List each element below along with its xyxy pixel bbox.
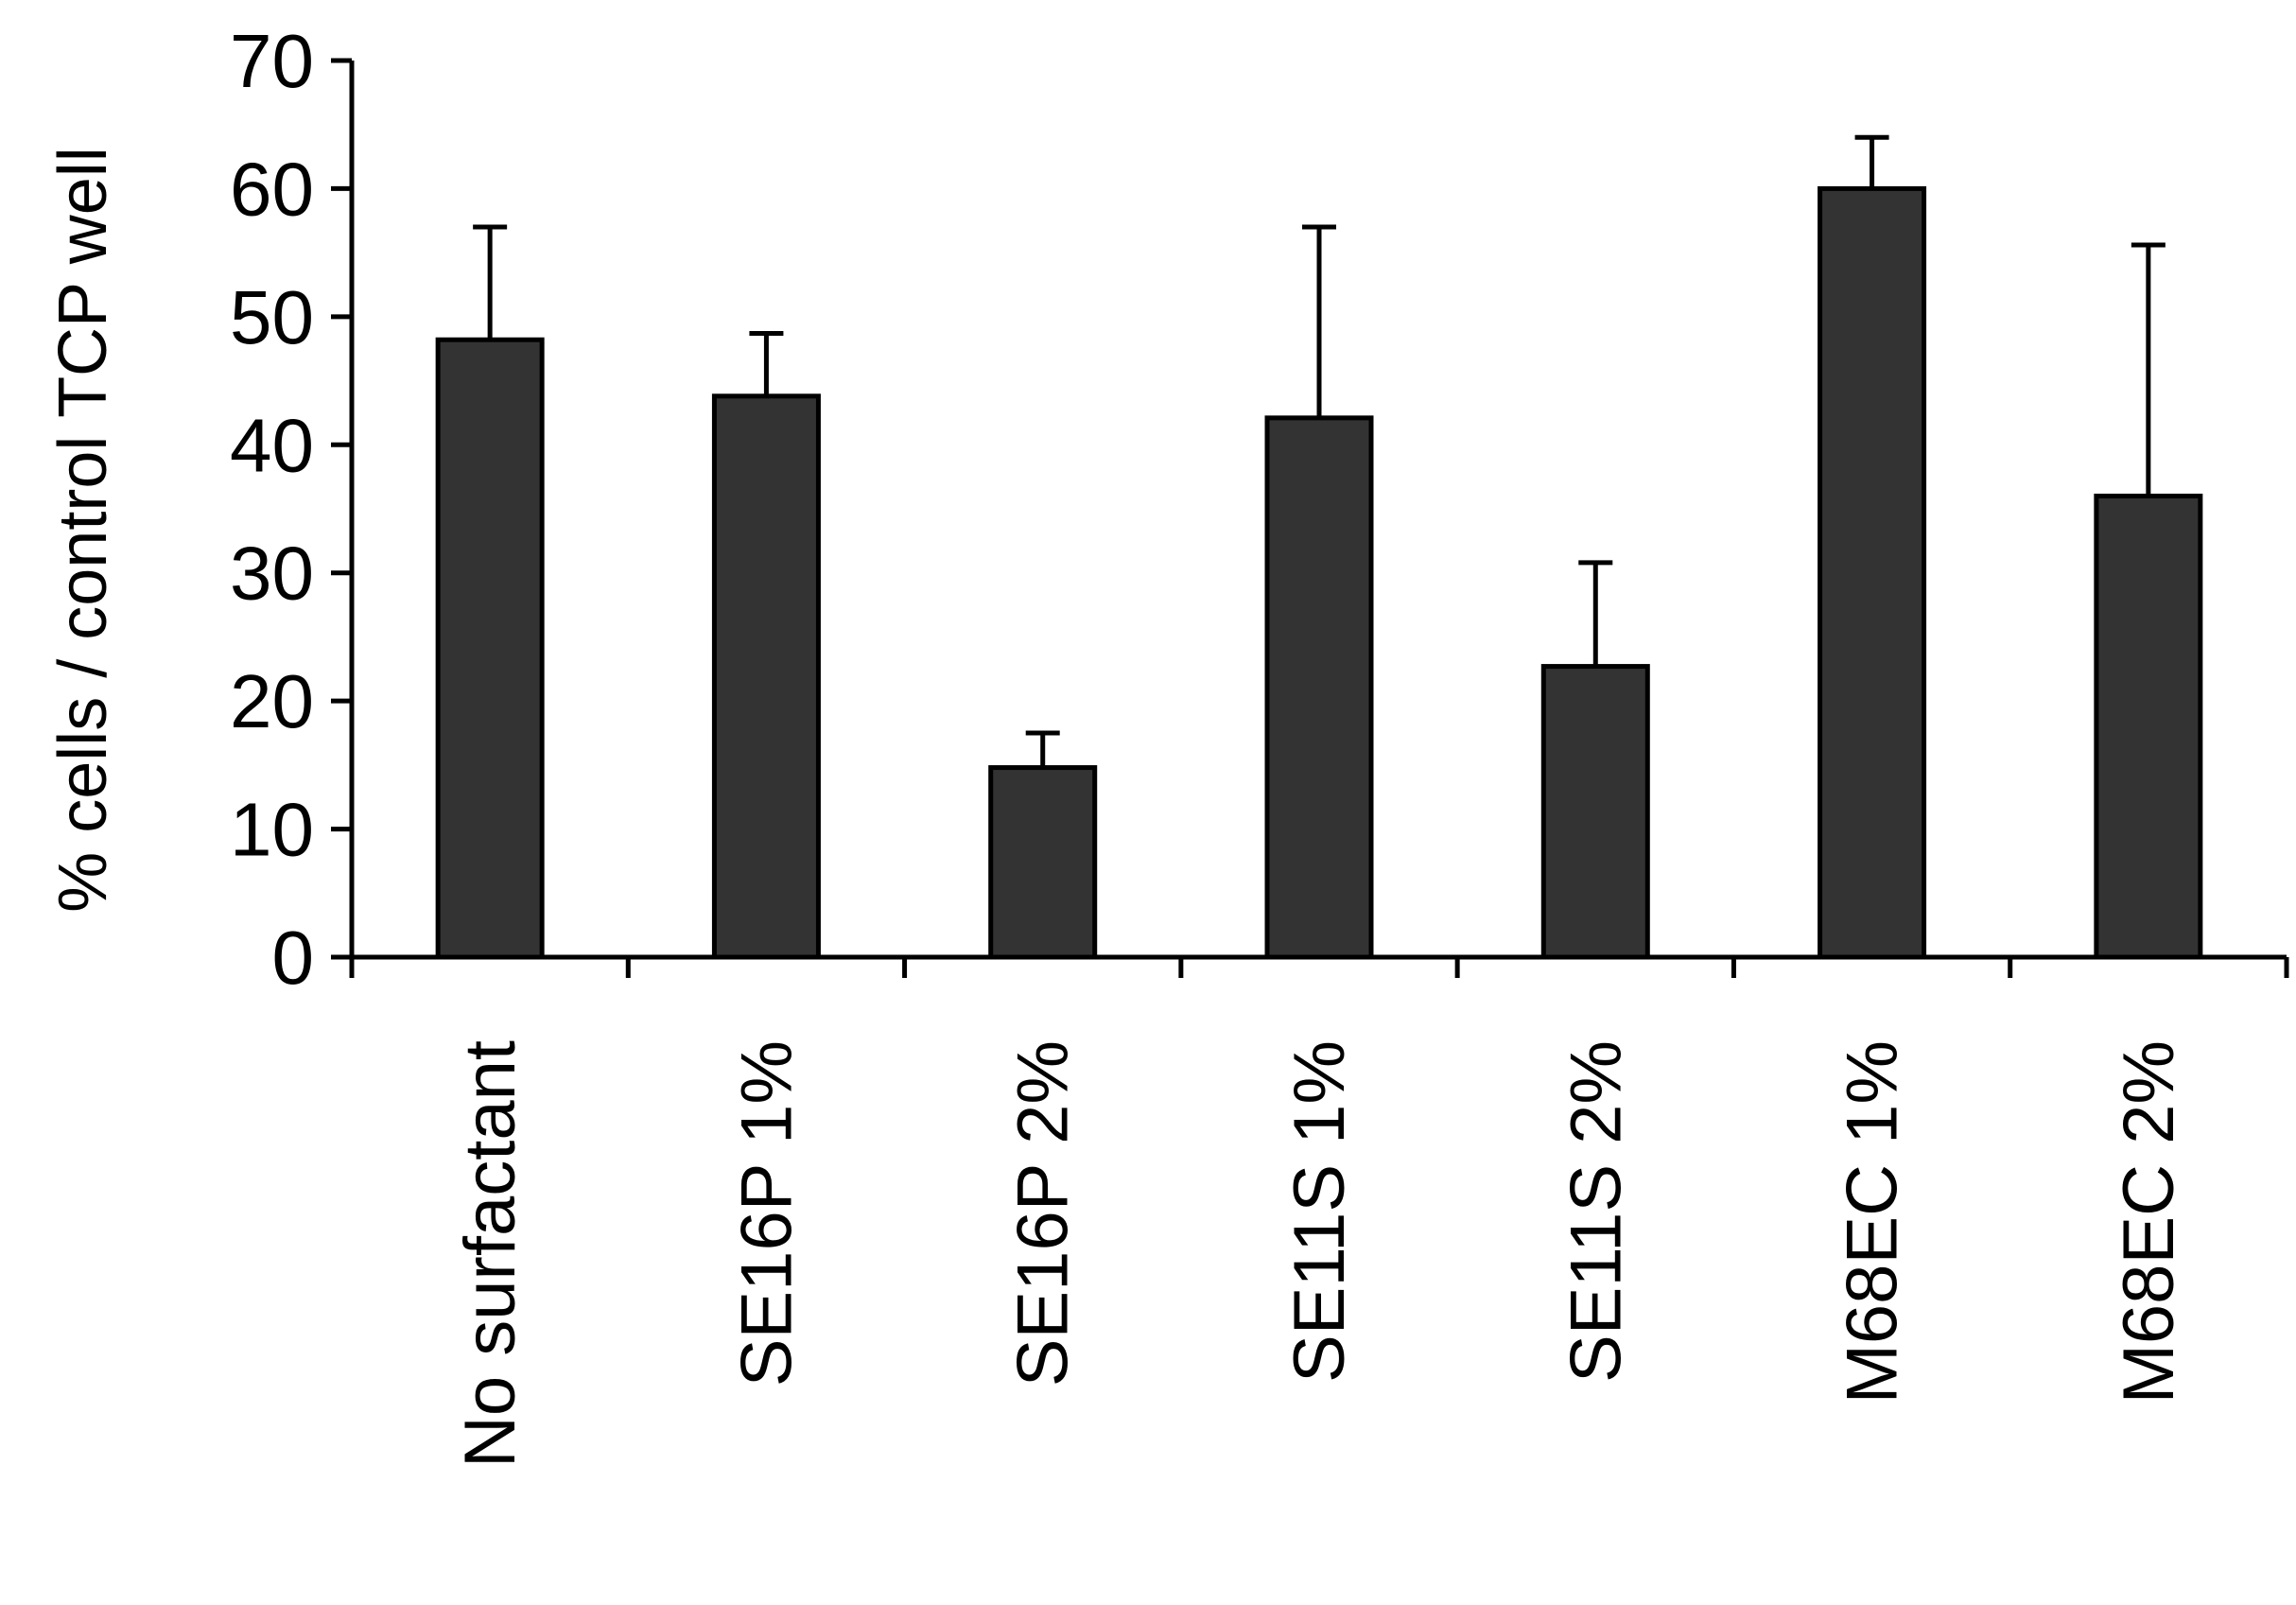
y-tick-label: 0 (272, 916, 315, 1000)
x-category-label: SE16P 2% (1003, 1040, 1084, 1387)
bar (711, 393, 821, 960)
y-tick-label: 20 (230, 659, 314, 743)
bars-group (435, 185, 2203, 960)
x-category-label: SE11S 1% (1279, 1040, 1360, 1383)
y-axis-label: % cells / control TCP well (45, 147, 121, 913)
x-category-label: SE16P 1% (726, 1040, 807, 1387)
x-category-labels: No surfactant SE16P 1% SE16P 2% SE11S 1% SE1… (450, 1040, 2189, 1468)
y-tick-label: 10 (230, 788, 314, 872)
y-tick-label: 50 (230, 275, 314, 359)
y-tick-labels: 0 10 20 30 40 50 60 70 (230, 19, 314, 1000)
bar (435, 337, 545, 960)
x-category-label: M68EC 1% (1833, 1040, 1913, 1404)
bar (988, 765, 1098, 960)
axes-group (331, 58, 2289, 978)
x-category-label: No surfactant (450, 1040, 531, 1468)
y-tick-label: 40 (230, 403, 314, 487)
bar (1818, 185, 1927, 960)
y-tick-label: 70 (230, 19, 314, 103)
x-category-label: SE11S 2% (1556, 1040, 1636, 1383)
bar (2094, 493, 2203, 960)
y-tick-label: 30 (230, 532, 314, 616)
x-category-label: M68EC 2% (2109, 1040, 2189, 1404)
bar (1264, 415, 1374, 960)
y-tick-label: 60 (230, 147, 314, 231)
error-bars-group (473, 134, 2166, 768)
bar (1540, 664, 1650, 960)
